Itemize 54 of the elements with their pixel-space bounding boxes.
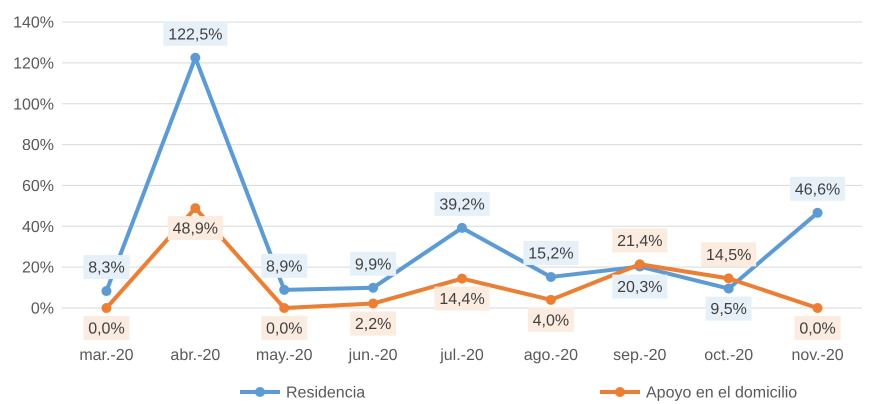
point [101, 286, 112, 296]
y-tick-label: 40% [22, 218, 54, 236]
legend-label: Residencia [286, 384, 366, 402]
y-tick-label: 140% [13, 14, 54, 32]
y-tick-label: 60% [22, 178, 54, 196]
point [279, 303, 290, 313]
x-tick-label: nov.-20 [791, 347, 844, 364]
data-label: 122,5% [168, 26, 222, 44]
point [724, 273, 734, 284]
y-tick-label: 80% [22, 137, 54, 154]
data-label: 46,6% [794, 181, 840, 198]
x-tick-label: abr.-20 [170, 347, 220, 364]
point [190, 203, 200, 214]
data-label: 48,9% [172, 220, 218, 238]
data-label: 0,0% [266, 320, 302, 338]
data-label: 2,2% [354, 316, 392, 334]
data-label: 0,0% [799, 320, 836, 338]
x-tick-label: jun.-20 [348, 347, 398, 364]
y-tick-label: 20% [22, 260, 54, 277]
point [546, 272, 556, 282]
point [546, 294, 556, 305]
point [368, 298, 378, 309]
point [812, 208, 823, 218]
y-tick-label: 100% [13, 96, 54, 114]
data-label: 8,3% [88, 260, 125, 277]
point [457, 274, 467, 284]
x-tick-label: may.-20 [256, 347, 313, 364]
data-label: 21,4% [617, 232, 662, 250]
legend-label: Apoyo en el domicilio [646, 384, 798, 402]
data-label: 39,2% [439, 196, 485, 214]
data-label: 9,9% [354, 256, 392, 274]
x-tick-label: ago.-20 [524, 347, 578, 364]
data-label: 15,2% [528, 246, 574, 263]
x-tick-label: jul.-20 [439, 347, 484, 364]
data-label: 20,3% [617, 279, 662, 296]
point [724, 284, 734, 294]
x-tick-label: oct.-20 [704, 347, 754, 364]
point [368, 282, 378, 293]
point [457, 222, 467, 233]
data-label: 14,5% [706, 246, 752, 264]
point [190, 52, 200, 63]
y-tick-label: 0% [30, 300, 54, 318]
data-label: 9,5% [710, 301, 747, 318]
data-label: 14,4% [439, 291, 485, 308]
data-label: 0,0% [88, 320, 125, 338]
x-tick-label: mar.-20 [79, 347, 134, 364]
y-tick-label: 120% [13, 55, 54, 72]
data-label: 4,0% [532, 312, 570, 330]
data-label: 8,9% [266, 258, 302, 276]
point [812, 303, 823, 313]
point [101, 303, 112, 313]
x-tick-label: sep.-20 [613, 347, 667, 364]
point [634, 259, 645, 270]
point [279, 284, 290, 295]
